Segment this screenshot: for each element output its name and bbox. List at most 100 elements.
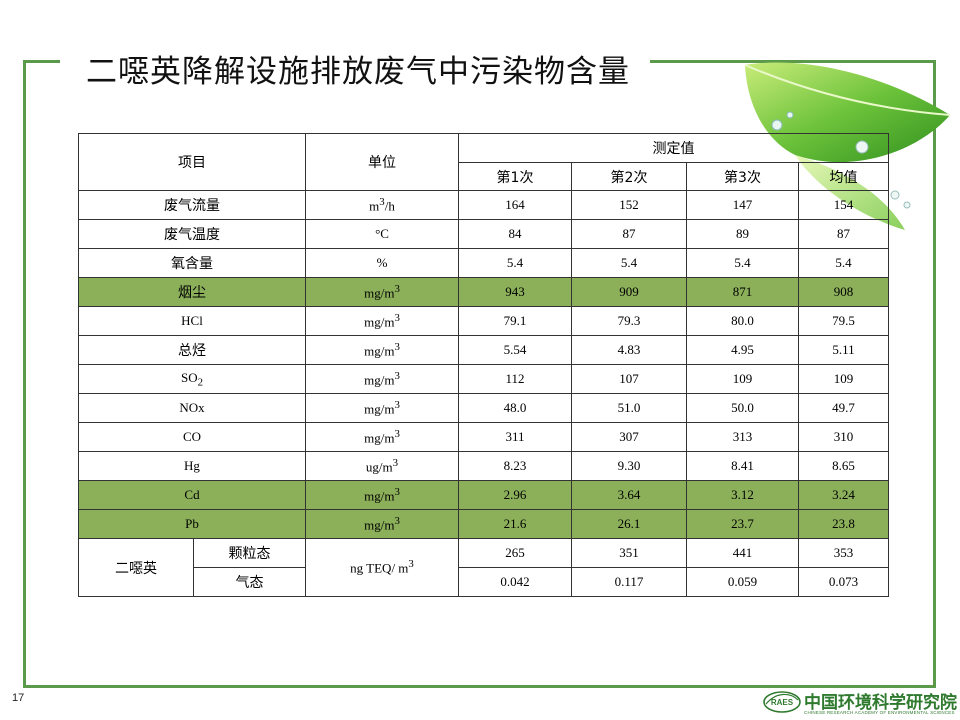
value-cell: 307 bbox=[571, 422, 687, 452]
value-cell: 79.1 bbox=[458, 306, 572, 336]
value-cell: 0.059 bbox=[686, 567, 799, 597]
value-cell: 48.0 bbox=[458, 393, 572, 423]
unit-superscript: 3 bbox=[394, 340, 400, 353]
value-cell: 3.24 bbox=[798, 480, 889, 510]
title-mask bbox=[60, 48, 650, 78]
value-cell: 79.5 bbox=[798, 306, 889, 336]
value-cell: 4.83 bbox=[571, 335, 687, 365]
value-cell: 441 bbox=[686, 538, 799, 568]
header-unit: 单位 bbox=[305, 133, 459, 191]
pollutant-table: 项目 单位 测定值 第1次 第2次 第3次 均值 废气流量 m3/h 164 152 1… bbox=[78, 133, 889, 597]
table-row: HCl mg/m3 79.1 79.3 80.0 79.5 bbox=[78, 306, 889, 336]
unit-base: mg/m bbox=[364, 343, 395, 359]
unit-tail: /h bbox=[384, 198, 395, 214]
value-cell: 87 bbox=[798, 219, 889, 249]
value-cell: 26.1 bbox=[571, 509, 687, 539]
value-cell: 5.54 bbox=[458, 335, 572, 365]
table-row: Pb mg/m3 21.6 26.1 23.7 23.8 bbox=[78, 509, 889, 539]
value-cell: 311 bbox=[458, 422, 572, 452]
unit-base: mg/m bbox=[364, 285, 395, 301]
value-cell: 3.12 bbox=[686, 480, 799, 510]
table-row: SO2 mg/m3 112 107 109 109 bbox=[78, 364, 889, 394]
value-cell: 3.64 bbox=[571, 480, 687, 510]
row-name: NOx bbox=[78, 393, 306, 423]
value-cell: 871 bbox=[686, 277, 799, 307]
row-name: CO bbox=[78, 422, 306, 452]
table-row: NOx mg/m3 48.0 51.0 50.0 49.7 bbox=[78, 393, 889, 423]
value-cell: 49.7 bbox=[798, 393, 889, 423]
value-cell: 23.8 bbox=[798, 509, 889, 539]
table-row: 废气流量 m3/h 164 152 147 154 bbox=[78, 190, 889, 220]
value-cell: 21.6 bbox=[458, 509, 572, 539]
row-name: 总烃 bbox=[78, 335, 306, 365]
value-cell: 109 bbox=[686, 364, 799, 394]
table-row: 总烃 mg/m3 5.54 4.83 4.95 5.11 bbox=[78, 335, 889, 365]
row-unit: mg/m3 bbox=[305, 422, 459, 452]
unit-superscript: 3 bbox=[394, 282, 400, 295]
row-name-text: 废气温度 bbox=[164, 227, 220, 243]
value-cell: 50.0 bbox=[686, 393, 799, 423]
row-unit: mg/m3 bbox=[305, 306, 459, 336]
unit-base: mg/m bbox=[364, 488, 395, 504]
row-name: HCl bbox=[78, 306, 306, 336]
unit-base: ng TEQ/ m bbox=[350, 560, 409, 576]
institute-logo: RAES 中国环境科学研究院 CHINESE RESEARCH ACADEMY … bbox=[762, 688, 960, 720]
unit-superscript: 3 bbox=[394, 514, 400, 527]
header-run-2: 第2次 bbox=[571, 162, 687, 191]
table-row-dioxin: 二噁英 颗粒态 ng TEQ/ m3 265 351 441 353 bbox=[78, 538, 889, 597]
logo-name: 中国环境科学研究院 bbox=[804, 693, 957, 713]
row-unit: mg/m3 bbox=[305, 364, 459, 394]
value-cell: 109 bbox=[798, 364, 889, 394]
row-unit: mg/m3 bbox=[305, 393, 459, 423]
value-cell: 87 bbox=[571, 219, 687, 249]
row-name-text: HCl bbox=[181, 313, 203, 328]
row-name-text: 烟尘 bbox=[178, 285, 206, 301]
value-cell: 152 bbox=[571, 190, 687, 220]
header-mean: 均值 bbox=[798, 162, 889, 191]
dioxin-name: 二噁英 bbox=[78, 538, 194, 597]
row-name: 废气流量 bbox=[78, 190, 306, 220]
logo-badge-text: RAES bbox=[771, 698, 794, 707]
page-number: 17 bbox=[12, 692, 25, 704]
header-measured: 测定值 bbox=[458, 133, 889, 163]
value-cell: 23.7 bbox=[686, 509, 799, 539]
raes-badge-icon: RAES bbox=[763, 691, 801, 713]
value-cell: 265 bbox=[458, 538, 572, 568]
value-cell: 908 bbox=[798, 277, 889, 307]
unit-superscript: 3 bbox=[392, 456, 399, 469]
unit-superscript: 3 bbox=[394, 485, 400, 498]
row-unit: mg/m3 bbox=[305, 509, 459, 539]
value-cell: 8.41 bbox=[686, 451, 799, 481]
row-unit: % bbox=[305, 248, 459, 278]
value-cell: 0.042 bbox=[458, 567, 572, 597]
value-cell: 5.4 bbox=[798, 248, 889, 278]
unit-base: mg/m bbox=[364, 372, 395, 388]
row-name: 废气温度 bbox=[78, 219, 306, 249]
value-cell: 313 bbox=[686, 422, 799, 452]
header-row: 项目 单位 测定值 bbox=[78, 133, 889, 191]
row-unit: m3/h bbox=[305, 190, 459, 220]
row-name-text: NOx bbox=[179, 400, 205, 415]
unit-base: mg/m bbox=[364, 314, 395, 330]
row-name-subscript: 2 bbox=[197, 376, 204, 389]
dioxin-phase: 气态 bbox=[193, 567, 306, 597]
unit-superscript: 3 bbox=[394, 427, 400, 440]
value-cell: 147 bbox=[686, 190, 799, 220]
unit-superscript: 3 bbox=[394, 398, 400, 411]
value-cell: 79.3 bbox=[571, 306, 687, 336]
header-runs-row: 第1次 第2次 第3次 均值 bbox=[79, 162, 889, 191]
value-cell: 84 bbox=[458, 219, 572, 249]
table-row: Cd mg/m3 2.96 3.64 3.12 3.24 bbox=[78, 480, 889, 510]
value-cell: 107 bbox=[571, 364, 687, 394]
value-cell: 89 bbox=[686, 219, 799, 249]
value-cell: 80.0 bbox=[686, 306, 799, 336]
value-cell: 351 bbox=[571, 538, 687, 568]
value-cell: 909 bbox=[571, 277, 687, 307]
table-row: 烟尘 mg/m3 943 909 871 908 bbox=[78, 277, 889, 307]
row-unit: mg/m3 bbox=[305, 480, 459, 510]
header-item: 项目 bbox=[78, 133, 306, 191]
value-cell: 353 bbox=[798, 538, 889, 568]
unit-base: % bbox=[376, 255, 388, 270]
unit-base: mg/m bbox=[364, 517, 395, 533]
value-cell: 5.4 bbox=[458, 248, 572, 278]
